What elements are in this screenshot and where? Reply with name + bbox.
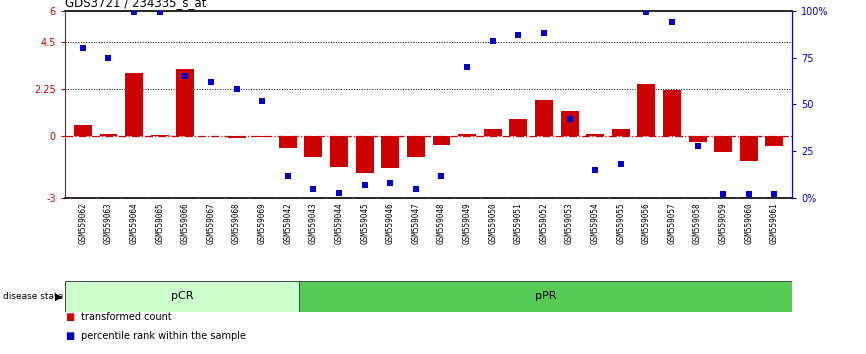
Text: GSM559051: GSM559051 — [514, 202, 523, 244]
Point — [435, 173, 449, 178]
Point — [767, 192, 781, 197]
Text: GSM559065: GSM559065 — [155, 202, 165, 244]
Bar — [637, 84, 656, 136]
Bar — [253, 136, 271, 137]
Point — [101, 55, 115, 61]
Bar — [299, 281, 792, 312]
Text: transformed count: transformed count — [81, 312, 171, 322]
Text: GSM559046: GSM559046 — [385, 202, 395, 244]
Point — [178, 74, 192, 79]
Bar — [228, 136, 246, 138]
Text: GSM559064: GSM559064 — [130, 202, 139, 244]
Point — [76, 45, 90, 51]
Text: GSM559047: GSM559047 — [411, 202, 420, 244]
Point — [127, 10, 141, 15]
Text: GSM559052: GSM559052 — [540, 202, 548, 244]
Bar — [663, 90, 681, 136]
Text: GSM559060: GSM559060 — [745, 202, 753, 244]
Point — [332, 190, 346, 195]
Bar — [766, 136, 784, 146]
Point — [409, 186, 423, 192]
Point — [384, 181, 397, 186]
Point — [639, 10, 653, 15]
Text: GSM559057: GSM559057 — [668, 202, 676, 244]
Bar — [74, 125, 92, 136]
Text: ▶: ▶ — [55, 291, 62, 302]
Text: GSM559066: GSM559066 — [181, 202, 190, 244]
Text: GSM559054: GSM559054 — [591, 202, 599, 244]
Text: GSM559063: GSM559063 — [104, 202, 113, 244]
Bar — [586, 133, 604, 136]
Point — [614, 162, 628, 167]
Text: GSM559068: GSM559068 — [232, 202, 241, 244]
Text: GSM559061: GSM559061 — [770, 202, 779, 244]
Bar — [458, 133, 476, 136]
Text: GSM559048: GSM559048 — [437, 202, 446, 244]
Text: GSM559045: GSM559045 — [360, 202, 369, 244]
Text: GDS3721 / 234335_s_at: GDS3721 / 234335_s_at — [65, 0, 206, 10]
Bar — [611, 130, 630, 136]
Point — [742, 192, 756, 197]
Bar — [381, 136, 399, 168]
Point — [358, 182, 372, 188]
Point — [716, 192, 730, 197]
Text: GSM559053: GSM559053 — [565, 202, 574, 244]
Text: GSM559049: GSM559049 — [462, 202, 472, 244]
Text: GSM559055: GSM559055 — [617, 202, 625, 244]
Bar — [560, 111, 578, 136]
Bar — [126, 73, 143, 136]
Point — [229, 87, 243, 92]
Bar — [509, 119, 527, 136]
Text: pCR: pCR — [171, 291, 193, 302]
Bar — [151, 135, 169, 136]
Text: ■: ■ — [65, 331, 74, 341]
Text: GSM559067: GSM559067 — [206, 202, 216, 244]
Text: GSM559050: GSM559050 — [488, 202, 497, 244]
Point — [255, 98, 269, 103]
Bar — [484, 130, 501, 136]
Text: GSM559056: GSM559056 — [642, 202, 651, 244]
Point — [204, 79, 218, 85]
Point — [588, 167, 602, 173]
Point — [486, 38, 500, 44]
Point — [307, 186, 320, 192]
Point — [460, 64, 474, 70]
Text: GSM559044: GSM559044 — [334, 202, 344, 244]
Bar — [330, 136, 348, 167]
Point — [691, 143, 705, 149]
Bar — [688, 136, 707, 142]
Text: disease state: disease state — [3, 292, 63, 301]
Text: GSM559058: GSM559058 — [693, 202, 702, 244]
Bar — [407, 136, 425, 156]
Bar — [279, 136, 297, 148]
Point — [152, 10, 166, 15]
Text: GSM559069: GSM559069 — [258, 202, 267, 244]
Text: GSM559042: GSM559042 — [283, 202, 293, 244]
Bar — [177, 69, 194, 136]
Point — [537, 30, 551, 36]
Bar — [432, 136, 450, 145]
Bar — [65, 281, 299, 312]
Text: percentile rank within the sample: percentile rank within the sample — [81, 331, 246, 341]
Bar — [714, 136, 732, 152]
Point — [512, 32, 526, 38]
Bar — [100, 133, 118, 136]
Point — [563, 116, 577, 122]
Text: GSM559062: GSM559062 — [79, 202, 87, 244]
Text: GSM559043: GSM559043 — [309, 202, 318, 244]
Bar — [356, 136, 373, 173]
Bar — [535, 100, 553, 136]
Text: pPR: pPR — [535, 291, 556, 302]
Point — [281, 173, 294, 178]
Text: GSM559059: GSM559059 — [719, 202, 727, 244]
Text: ■: ■ — [65, 312, 74, 322]
Bar — [305, 136, 322, 156]
Point — [665, 19, 679, 25]
Bar — [740, 136, 758, 161]
